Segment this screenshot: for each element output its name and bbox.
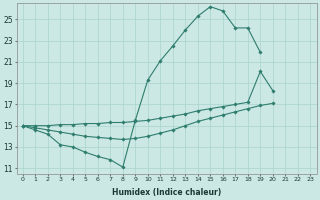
X-axis label: Humidex (Indice chaleur): Humidex (Indice chaleur) [112,188,221,197]
